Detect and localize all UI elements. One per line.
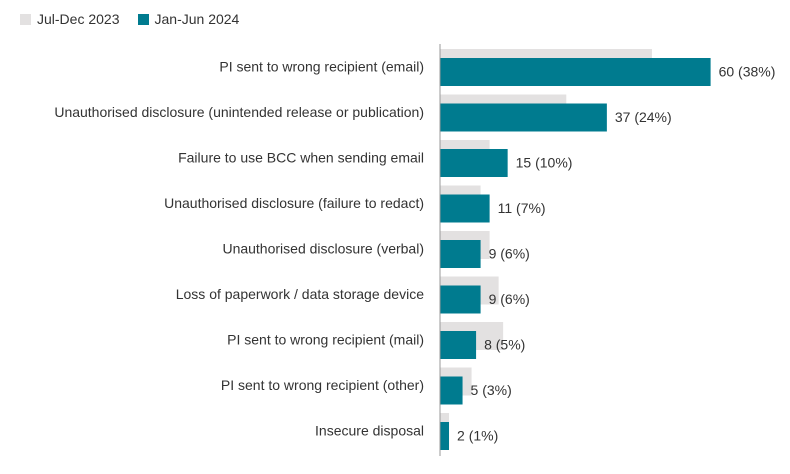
- bar-jan-jun-2024: [440, 285, 481, 314]
- data-label: 2 (1%): [457, 428, 498, 444]
- category-label: Unauthorised disclosure (verbal): [222, 241, 424, 257]
- legend-label-jul-dec-2023: Jul-Dec 2023: [37, 11, 120, 27]
- category-label: PI sent to wrong recipient (email): [219, 59, 424, 75]
- data-label: 60 (38%): [719, 64, 776, 80]
- legend-label-jan-jun-2024: Jan-Jun 2024: [154, 11, 240, 27]
- legend-swatch-jan-jun-2024: [137, 13, 149, 25]
- legend-item-jul-dec-2023[interactable]: Jul-Dec 2023: [20, 11, 120, 27]
- category-label: Failure to use BCC when sending email: [178, 150, 424, 166]
- bar-jan-jun-2024: [440, 240, 481, 268]
- category-label: PI sent to wrong recipient (mail): [227, 332, 424, 348]
- bar-jan-jun-2024: [440, 422, 450, 450]
- data-label: 8 (5%): [484, 337, 525, 353]
- bar-jan-jun-2024: [440, 149, 508, 177]
- data-label: 9 (6%): [489, 291, 530, 307]
- category-label: Loss of paperwork / data storage device: [176, 286, 424, 302]
- chart-legend: Jul-Dec 2023 Jan-Jun 2024: [20, 10, 257, 28]
- legend-item-jan-jun-2024[interactable]: Jan-Jun 2024: [137, 11, 240, 27]
- data-label: 37 (24%): [615, 109, 672, 125]
- data-label: 5 (3%): [471, 382, 512, 398]
- bar-jan-jun-2024: [440, 194, 490, 223]
- bar-jan-jun-2024: [440, 331, 477, 359]
- legend-swatch-jul-dec-2023: [20, 13, 31, 25]
- data-label: 15 (10%): [516, 155, 573, 171]
- bar-jan-jun-2024: [440, 103, 607, 132]
- bar-jan-jun-2024: [440, 376, 463, 405]
- category-label: Insecure disposal: [315, 423, 424, 439]
- category-label: Unauthorised disclosure (unintended rele…: [54, 104, 424, 120]
- data-label: 11 (7%): [498, 200, 546, 216]
- category-label: Unauthorised disclosure (failure to reda…: [164, 195, 424, 211]
- bar-jan-jun-2024: [440, 58, 711, 86]
- data-label: 9 (6%): [489, 246, 530, 262]
- category-label: PI sent to wrong recipient (other): [221, 377, 424, 393]
